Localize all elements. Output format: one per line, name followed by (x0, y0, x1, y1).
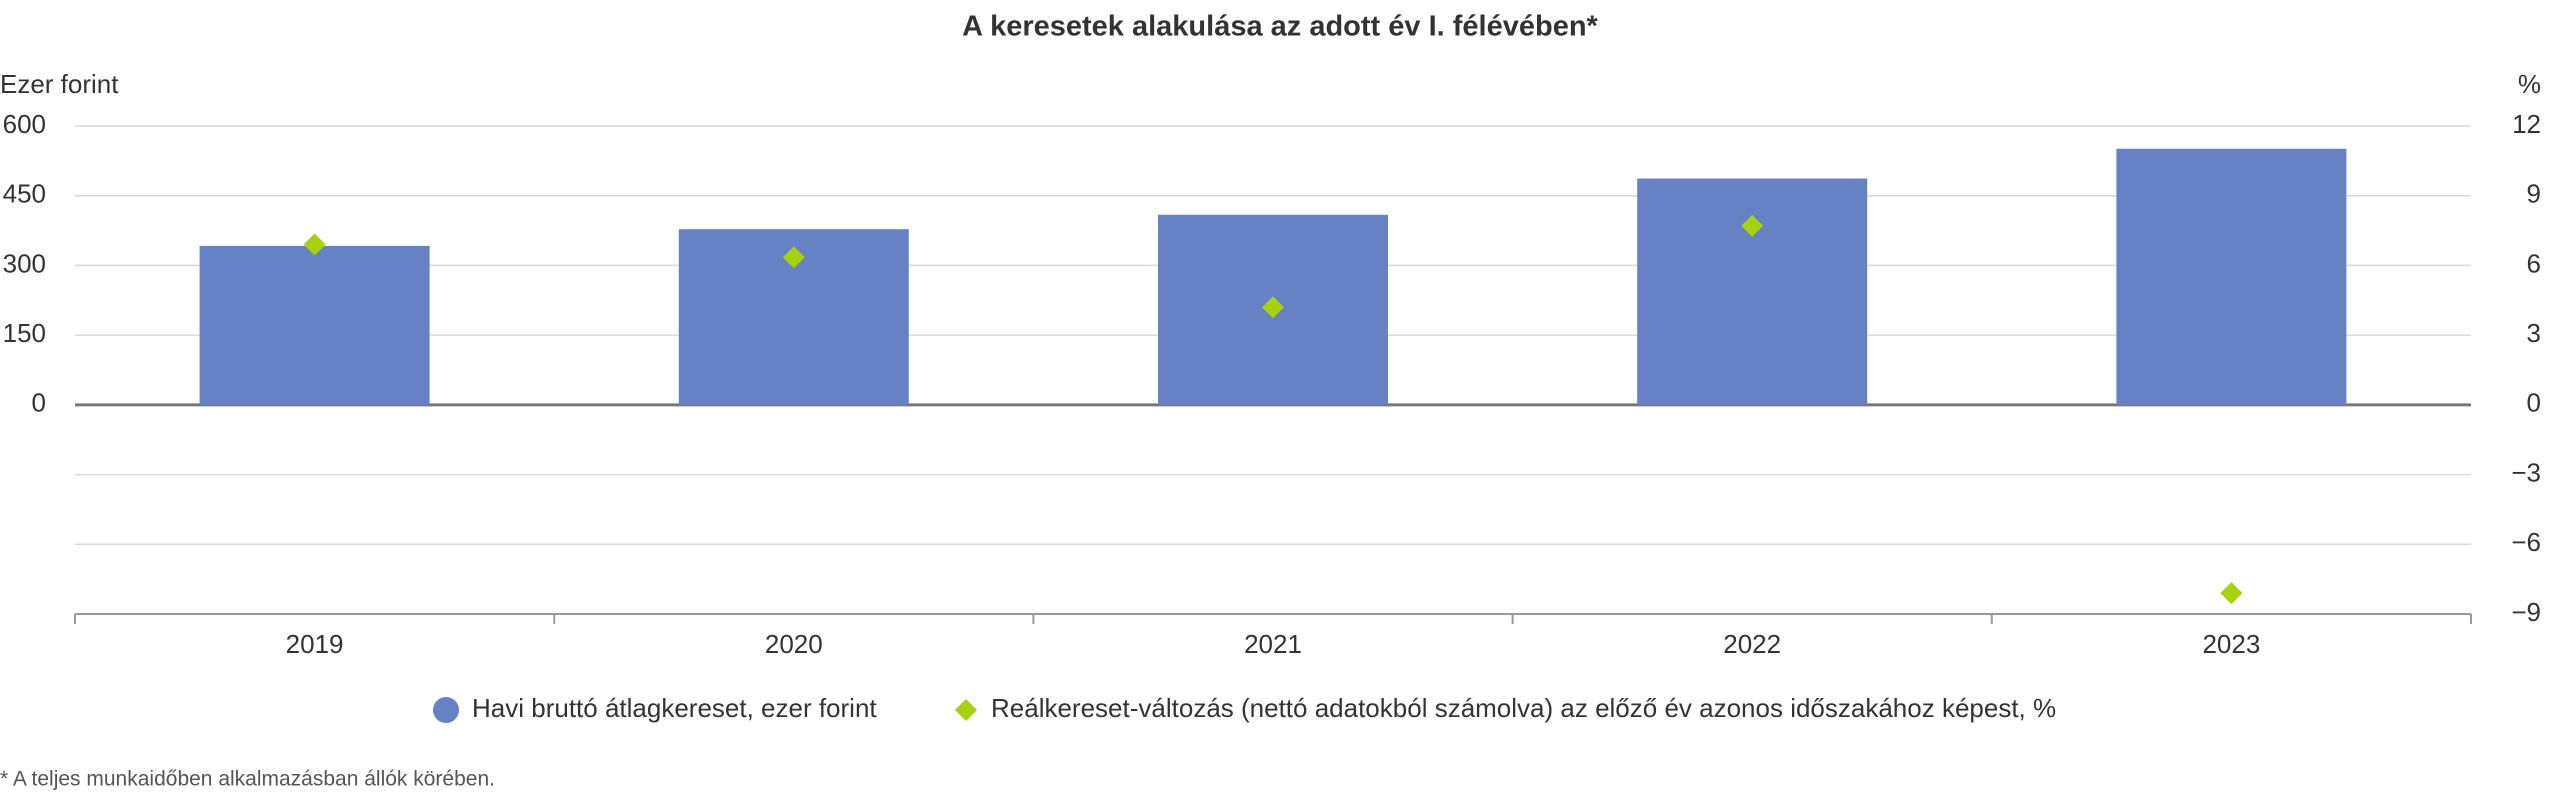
y-tick-label: 150 (3, 318, 46, 348)
x-tick-label: 2021 (1244, 629, 1302, 659)
diamond-marker (303, 233, 326, 256)
x-tick-label: 2023 (2202, 629, 2260, 659)
legend-label: Havi bruttó átlagkereset, ezer forint (472, 693, 877, 723)
x-tick-label: 2022 (1723, 629, 1781, 659)
diamond-marker (1741, 214, 1764, 237)
y2-tick-label: −6 (2511, 527, 2541, 557)
legend-marker (955, 699, 977, 721)
diamond-marker (1262, 296, 1284, 319)
legend-marker (433, 697, 459, 723)
bar (199, 245, 430, 405)
diamond-marker (782, 246, 805, 269)
y2-axis-title: % (2518, 69, 2541, 99)
bar (2116, 148, 2347, 405)
diamond-marker (2220, 582, 2243, 605)
x-tick-label: 2020 (765, 629, 823, 659)
footnote: * A teljes munkaidőben alkalmazásban áll… (0, 768, 495, 791)
y2-tick-label: 12 (2512, 109, 2541, 139)
y2-tick-label: 3 (2527, 318, 2541, 348)
chart-title: A keresetek alakulása az adott év I. fél… (962, 11, 1598, 43)
y2-tick-label: −3 (2511, 457, 2541, 487)
y-tick-label: 0 (32, 388, 46, 418)
y-axis-title: Ezer forint (0, 69, 119, 99)
y2-tick-label: −9 (2511, 597, 2541, 627)
y2-tick-label: 6 (2527, 248, 2541, 278)
y-tick-label: 450 (3, 179, 46, 209)
legend-label: Reálkereset-változás (nettó adatokból sz… (991, 693, 2056, 723)
x-tick-label: 2019 (286, 629, 344, 659)
y-tick-label: 300 (3, 248, 46, 278)
y-tick-label: 600 (3, 109, 46, 139)
bar (1637, 178, 1868, 405)
y2-tick-label: 9 (2527, 179, 2541, 209)
y2-tick-label: 0 (2527, 388, 2541, 418)
